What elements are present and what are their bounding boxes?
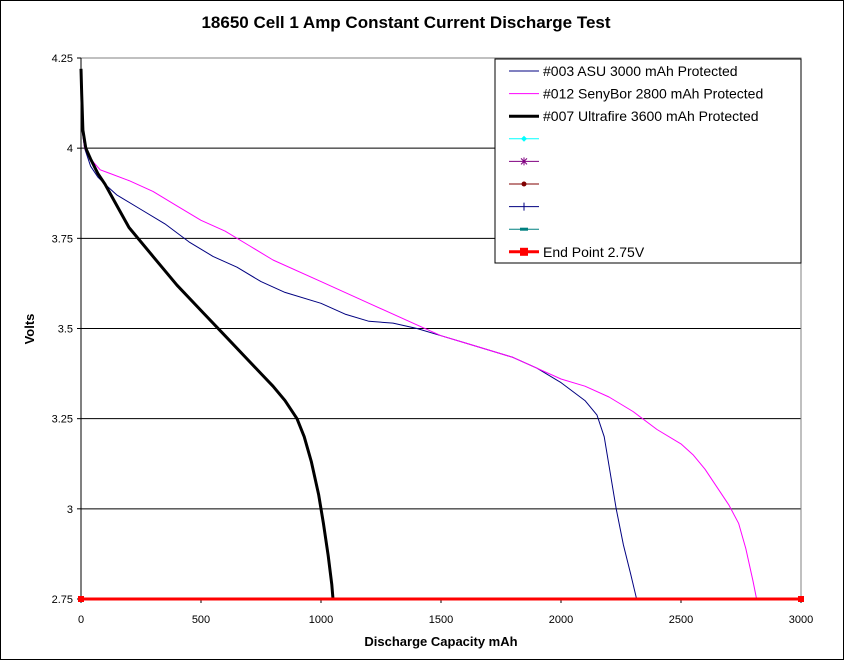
y-tick-label: 4	[67, 143, 73, 155]
legend-marker-asterisk	[520, 157, 528, 166]
y-tick-label: 3.75	[52, 233, 73, 245]
axes: 2.75 3 3.25 3.5 3.75 4 4.25 0 500 1000 1500 2000 250…	[52, 53, 814, 626]
end-point-marker	[798, 596, 804, 602]
x-tick-label: 2000	[549, 614, 573, 626]
x-tick-label: 1000	[309, 614, 333, 626]
x-tick-label: 3000	[789, 614, 813, 626]
legend-label: #012 SenyBor 2800 mAh Protected	[543, 86, 763, 102]
legend-marker-circle	[521, 181, 527, 187]
x-axis-label: Discharge Capacity mAh	[364, 634, 517, 649]
x-tick-label: 1500	[429, 614, 453, 626]
legend-marker-dash	[520, 227, 528, 231]
series-line-003-asu-3000-mah-protected	[80, 83, 638, 600]
legend-label: #007 Ultrafire 3600 mAh Protected	[543, 108, 759, 124]
x-tick-label: 2500	[669, 614, 693, 626]
chart-title: 18650 Cell 1 Amp Constant Current Discha…	[201, 13, 610, 32]
x-tick-label: 500	[192, 614, 210, 626]
y-tick-label: 4.25	[52, 53, 73, 65]
y-axis-label: Volts	[22, 314, 37, 345]
y-tick-label: 2.75	[52, 594, 73, 606]
legend-marker-square	[520, 247, 528, 256]
series-line-007-ultrafire-3600-mah-protected	[79, 68, 335, 600]
legend-label: #003 ASU 3000 mAh Protected	[543, 63, 738, 79]
y-tick-label: 3.25	[52, 414, 73, 426]
x-tick-label: 0	[78, 614, 84, 626]
end-point-marker	[78, 596, 84, 602]
legend-marker-diamond	[521, 135, 527, 142]
series-group	[78, 68, 804, 602]
legend-label: End Point 2.75V	[543, 244, 645, 260]
legend: #003 ASU 3000 mAh Protected #012 SenyBor …	[494, 58, 802, 264]
series-line-012-senybor-2800-mah-protected	[80, 83, 758, 600]
y-tick-label: 3	[67, 504, 73, 516]
y-tick-label: 3.5	[58, 324, 73, 336]
legend-box	[494, 58, 802, 264]
